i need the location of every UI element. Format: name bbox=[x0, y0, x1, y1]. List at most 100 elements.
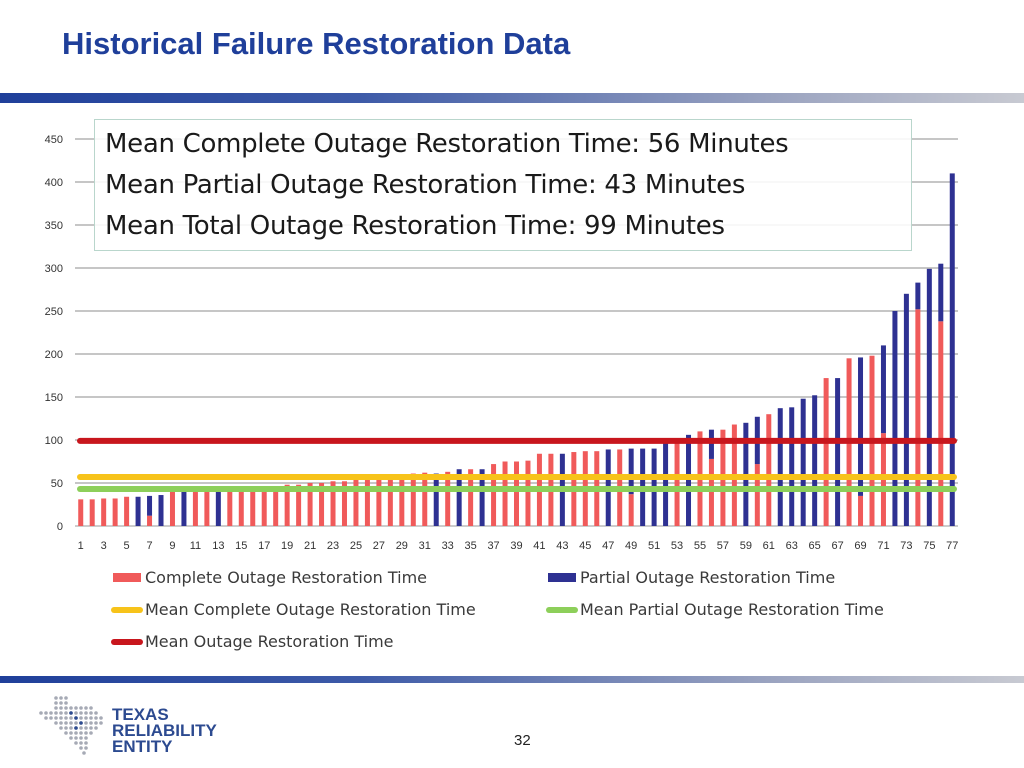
bar-partial bbox=[479, 469, 485, 526]
bar-complete bbox=[823, 378, 829, 526]
bar-complete bbox=[204, 489, 210, 526]
bar-complete bbox=[273, 486, 279, 526]
bar-complete bbox=[491, 464, 497, 526]
legend-item-mean-partial: Mean Partial Outage Restoration Time bbox=[546, 600, 884, 619]
x-tick-label: 15 bbox=[235, 540, 247, 552]
mean-total-stat: Mean Total Outage Restoration Time: 99 M… bbox=[105, 211, 725, 241]
bar-complete bbox=[319, 483, 325, 526]
bar-complete bbox=[525, 460, 531, 526]
bar-complete bbox=[147, 515, 153, 526]
bar-complete bbox=[399, 474, 405, 526]
y-tick-label: 200 bbox=[45, 349, 63, 361]
texas-reliability-entity-logo: TEXAS RELIABILITY ENTITY bbox=[39, 696, 217, 756]
bar-complete bbox=[410, 473, 416, 526]
legend-swatch-mean-total bbox=[111, 639, 143, 645]
bar-complete bbox=[915, 309, 921, 526]
bar-partial bbox=[903, 293, 909, 526]
x-tick-label: 51 bbox=[648, 540, 660, 552]
x-tick-label: 11 bbox=[190, 540, 201, 552]
bar-complete bbox=[78, 499, 84, 526]
legend-label-partial: Partial Outage Restoration Time bbox=[580, 568, 836, 587]
bar-complete bbox=[341, 481, 347, 526]
page-number: 32 bbox=[514, 732, 531, 749]
bar-complete bbox=[307, 483, 313, 526]
bar-complete bbox=[858, 495, 864, 526]
legend-swatch-partial bbox=[548, 573, 576, 582]
x-tick-label: 73 bbox=[900, 540, 912, 552]
y-tick-label: 150 bbox=[45, 392, 63, 404]
legend-swatch-complete bbox=[113, 573, 141, 582]
bar-complete bbox=[468, 469, 474, 526]
bar-partial bbox=[777, 408, 783, 526]
texas-dot-map-icon bbox=[39, 696, 103, 755]
bar-partial bbox=[135, 496, 141, 526]
bar-partial bbox=[858, 357, 864, 496]
legend-swatch-mean-complete bbox=[111, 607, 143, 613]
y-tick-label: 100 bbox=[45, 435, 63, 447]
bar-partial bbox=[158, 495, 164, 526]
logo-text-entity: ENTITY bbox=[112, 737, 173, 756]
bar-complete bbox=[514, 461, 519, 526]
bar-complete bbox=[708, 458, 714, 526]
x-tick-label: 69 bbox=[854, 540, 866, 552]
x-tick-label: 53 bbox=[671, 540, 683, 552]
x-tick-label: 9 bbox=[169, 540, 175, 552]
x-tick-label: 41 bbox=[533, 540, 545, 552]
logo-text-reliability: RELIABILITY bbox=[112, 721, 217, 740]
bar-complete bbox=[766, 414, 772, 526]
x-tick-label: 21 bbox=[304, 540, 316, 552]
y-tick-label: 300 bbox=[45, 263, 63, 275]
bar-partial bbox=[892, 311, 898, 526]
x-tick-label: 55 bbox=[694, 540, 706, 552]
bar-complete bbox=[112, 498, 118, 526]
x-tick-label: 77 bbox=[946, 540, 958, 552]
x-tick-label: 33 bbox=[442, 540, 454, 552]
legend-label-complete: Complete Outage Restoration Time bbox=[145, 568, 428, 587]
y-tick-label: 250 bbox=[45, 306, 63, 318]
x-tick-label: 67 bbox=[831, 540, 843, 552]
bar-partial bbox=[215, 487, 221, 526]
bar-complete bbox=[674, 438, 680, 526]
legend-label-mean-complete: Mean Complete Outage Restoration Time bbox=[145, 600, 476, 619]
y-tick-label: 450 bbox=[45, 134, 63, 146]
x-tick-label: 49 bbox=[625, 540, 637, 552]
x-tick-label: 29 bbox=[396, 540, 408, 552]
bar-partial bbox=[938, 263, 944, 322]
mean-complete-stat: Mean Complete Outage Restoration Time: 5… bbox=[105, 129, 789, 159]
bar-complete bbox=[250, 487, 256, 526]
x-tick-label: 23 bbox=[327, 540, 339, 552]
x-axis-tick-labels: 1 3 5 7 9 11 13 15 17 19 21 23 25 27 29 31 33 35 37 39 41 43 4… bbox=[78, 540, 959, 552]
x-tick-label: 59 bbox=[740, 540, 752, 552]
legend-item-mean-complete: Mean Complete Outage Restoration Time bbox=[111, 600, 476, 619]
x-tick-label: 65 bbox=[809, 540, 821, 552]
bar-complete bbox=[353, 479, 359, 526]
mean-partial-stat: Mean Partial Outage Restoration Time: 43… bbox=[105, 170, 746, 200]
bar-complete bbox=[445, 471, 451, 526]
bar-complete bbox=[101, 498, 107, 526]
header-divider-band bbox=[0, 93, 1024, 103]
bar-complete bbox=[330, 481, 336, 526]
bar-complete bbox=[938, 321, 944, 526]
footer-divider-band bbox=[0, 676, 1024, 683]
bar-partial bbox=[663, 440, 669, 526]
y-tick-label: 50 bbox=[51, 478, 63, 490]
x-tick-label: 57 bbox=[717, 540, 729, 552]
bar-complete bbox=[364, 479, 370, 526]
x-tick-label: 75 bbox=[923, 540, 935, 552]
mean-lines bbox=[77, 437, 957, 493]
bar-complete bbox=[284, 484, 290, 526]
x-tick-label: 5 bbox=[124, 540, 130, 552]
y-tick-label: 400 bbox=[45, 177, 63, 189]
legend-label-mean-total: Mean Outage Restoration Time bbox=[145, 632, 394, 651]
x-tick-label: 25 bbox=[350, 540, 362, 552]
stats-box: Mean Complete Outage Restoration Time: 5… bbox=[94, 119, 912, 251]
bar-complete bbox=[124, 496, 130, 526]
bar-partial bbox=[880, 345, 886, 434]
bar-partial bbox=[812, 395, 818, 526]
logo-text-texas: TEXAS bbox=[112, 705, 169, 724]
bar-partial bbox=[686, 434, 692, 526]
x-tick-label: 35 bbox=[465, 540, 477, 552]
bar-partial bbox=[147, 495, 153, 516]
y-tick-label: 0 bbox=[57, 521, 63, 533]
bar-complete bbox=[227, 487, 233, 526]
